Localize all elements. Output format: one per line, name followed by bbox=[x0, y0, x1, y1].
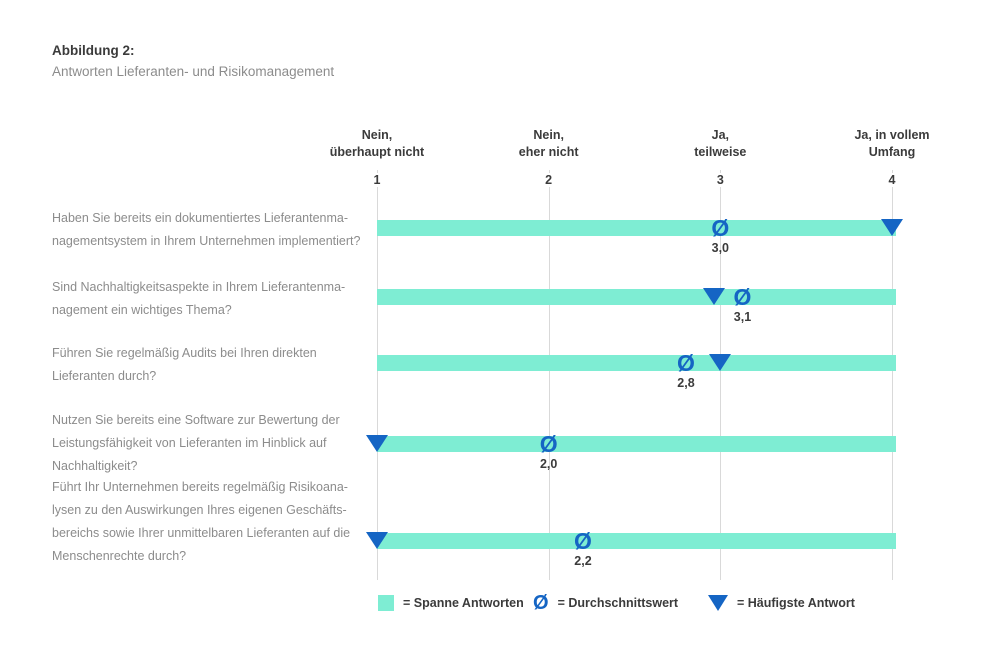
mode-triangle-marker bbox=[703, 288, 726, 305]
legend-item-span: = Spanne Antworten bbox=[378, 593, 524, 613]
mode-triangle-marker bbox=[709, 354, 732, 371]
average-value-label: 3,0 bbox=[711, 241, 730, 255]
mode-triangle-icon bbox=[708, 595, 728, 611]
average-marker: Ø bbox=[539, 431, 558, 457]
question-text: Haben Sie bereits ein dokumentiertes Lie… bbox=[52, 211, 361, 248]
mode-triangle-marker bbox=[366, 435, 388, 452]
axis-tick-label: 3 bbox=[700, 172, 740, 188]
span-bar bbox=[377, 355, 896, 371]
axis-tick-value: 1 bbox=[370, 173, 384, 187]
axis-tick-label: 1 bbox=[357, 172, 397, 188]
gridline bbox=[377, 170, 378, 580]
legend-label-mode: = Häufigste Antwort bbox=[737, 596, 855, 610]
figure-subtitle: Antworten Lieferanten- und Risikomanagem… bbox=[52, 64, 335, 79]
span-bar bbox=[377, 533, 896, 549]
legend-item-mode: = Häufigste Antwort bbox=[708, 593, 855, 613]
gridline bbox=[892, 170, 893, 580]
mode-triangle-marker bbox=[366, 532, 388, 549]
average-marker: Ø bbox=[733, 284, 752, 310]
legend-label-span: = Spanne Antworten bbox=[403, 596, 524, 610]
column-header: Ja, teilweise bbox=[694, 128, 747, 159]
axis-tick-value: 2 bbox=[542, 173, 556, 187]
average-value-label: 2,8 bbox=[677, 376, 695, 390]
question-text: Nutzen Sie bereits eine Software zur Bew… bbox=[52, 413, 340, 473]
mode-triangle-marker bbox=[881, 219, 903, 236]
average-marker: Ø bbox=[711, 215, 730, 241]
column-header: Nein, eher nicht bbox=[518, 128, 579, 159]
figure-title: Abbildung 2: bbox=[52, 43, 135, 58]
span-swatch-icon bbox=[378, 595, 394, 611]
gridline bbox=[720, 170, 722, 580]
axis-tick-value: 3 bbox=[713, 173, 727, 187]
average-value-label: 2,0 bbox=[539, 457, 558, 471]
question-text: Sind Nachhaltigkeitsaspekte in Ihrem Lie… bbox=[52, 280, 346, 317]
column-header: Nein, überhaupt nicht bbox=[329, 128, 425, 159]
question-text: Führen Sie regelmäßig Audits bei Ihren d… bbox=[52, 346, 317, 383]
question-text: Führt Ihr Unternehmen bereits regelmäßig… bbox=[52, 480, 351, 563]
average-value-label: 2,2 bbox=[574, 554, 592, 568]
column-header: Ja, in vollem Umfang bbox=[854, 128, 930, 159]
average-marker: Ø bbox=[677, 350, 695, 376]
span-bar bbox=[377, 289, 896, 305]
legend-item-average: Ø = Durchschnittswert bbox=[533, 593, 678, 613]
average-value-label: 3,1 bbox=[733, 310, 752, 324]
span-bar bbox=[377, 220, 896, 236]
average-icon: Ø bbox=[533, 592, 549, 614]
axis-tick-label: 2 bbox=[529, 172, 569, 188]
gridline bbox=[548, 170, 550, 580]
axis-tick-value: 4 bbox=[885, 173, 899, 187]
span-bar bbox=[377, 436, 896, 452]
legend-label-average: = Durchschnittswert bbox=[557, 596, 679, 610]
average-marker: Ø bbox=[574, 528, 592, 554]
axis-tick-label: 4 bbox=[872, 172, 912, 188]
